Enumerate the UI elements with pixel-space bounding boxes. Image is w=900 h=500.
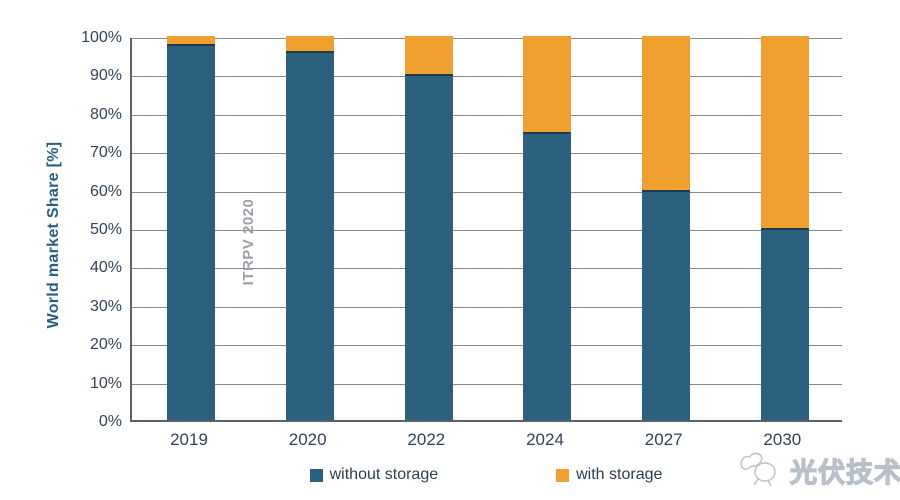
bar-segment-2020-without-storage [286,51,334,420]
legend-swatch-without-storage [309,468,323,482]
x-tick-label-2019: 2019 [170,430,208,449]
gridline-80 [132,114,842,116]
gridline-30 [132,306,842,308]
gridline-70 [132,153,842,155]
bar-2020 [286,36,334,420]
legend: without storage with storage [130,466,842,484]
y-tick-label-50: 50% [89,221,122,238]
y-tick-label-100: 100% [81,29,122,46]
y-tick-label-60: 60% [89,182,122,200]
bar-2030 [760,36,809,420]
bar-segment-2030-without-storage [760,228,809,420]
legend-item-without-storage: without storage [309,466,439,484]
y-tick-label-40: 40% [89,259,122,277]
bar-2022 [404,36,453,420]
gridline-40 [132,268,842,270]
gridline-90 [132,76,842,78]
gridline-20 [132,345,842,347]
y-tick-label-70: 70% [89,144,122,162]
bar-segment-2024-without-storage [523,132,572,420]
bar-segment-2027-without-storage [642,189,690,420]
y-tick-label-30: 30% [89,297,122,315]
y-tick-label-10: 10% [89,374,122,392]
bar-2027 [642,36,690,420]
gridline-10 [132,383,842,385]
source-watermark: ITRPV 2020 [240,198,257,286]
gridline-100 [132,38,842,39]
legend-label-without-storage: without storage [329,466,439,483]
bar-segment-2019-without-storage [167,43,216,420]
bar-segment-2022-without-storage [404,74,453,420]
legend-item-with-storage: with storage [556,466,662,484]
gridline-60 [132,191,842,193]
y-tick-label-0: 0% [98,413,122,430]
bar-2024 [523,36,572,420]
x-tick-label-2030: 2030 [763,430,802,449]
legend-swatch-with-storage [556,468,570,482]
bar-2019 [167,36,216,420]
y-tick-label-90: 90% [89,67,122,85]
bar-segment-2022-with-storage [404,36,453,75]
x-tick-label-2027: 2027 [644,430,683,449]
plot-area [130,36,842,422]
y-tick-label-20: 20% [89,336,122,354]
bar-segment-2019-with-storage [167,36,216,44]
bar-segment-2020-with-storage [286,36,334,52]
bar-segment-2027-with-storage [642,36,690,190]
legend-label-with-storage: with storage [576,466,663,483]
x-tick-label-2020: 2020 [288,430,327,449]
x-tick-label-2024: 2024 [526,430,564,449]
y-tick-label-80: 80% [89,105,122,123]
gridline-50 [132,230,842,231]
bar-segment-2030-with-storage [760,36,809,228]
bar-segment-2024-with-storage [523,36,572,132]
x-tick-label-2022: 2022 [407,430,446,449]
